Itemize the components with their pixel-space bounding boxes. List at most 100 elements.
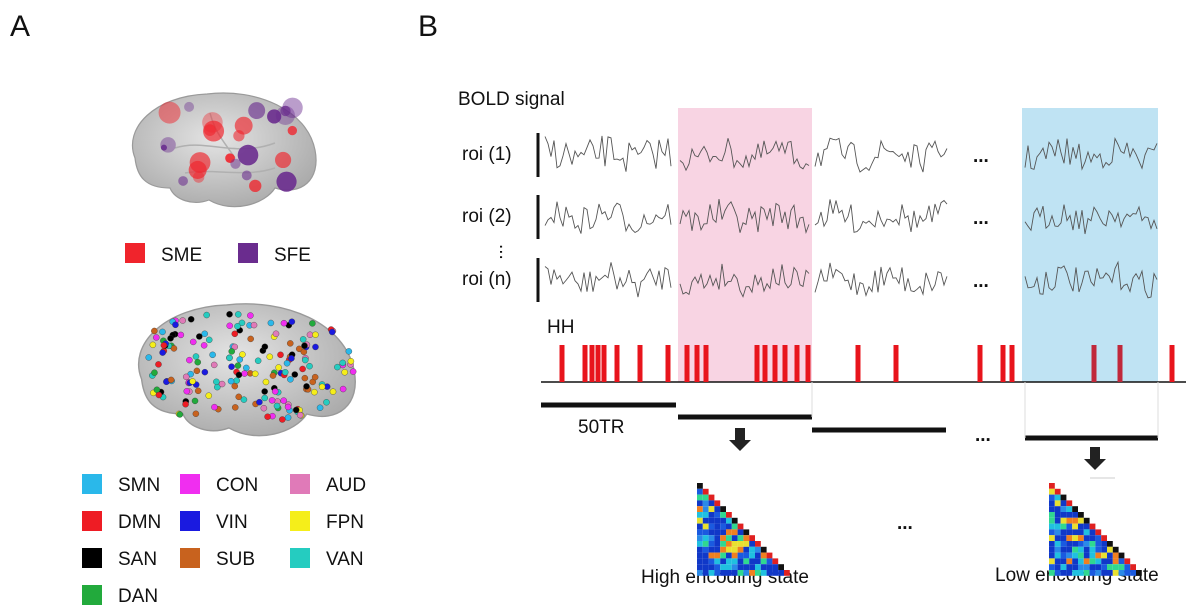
matrix-cell [760,570,767,576]
network-node [193,367,201,375]
event-spike [1169,345,1175,382]
network-node [260,405,268,412]
event-spike [684,345,690,382]
network-node [296,345,303,353]
matrix-cell [737,535,744,541]
network-node [210,361,218,369]
matrix-cell [720,529,726,536]
bold-signal [814,137,948,173]
bold-signal [679,199,810,235]
matrix-cell [1066,552,1073,559]
matrix-cell [1060,494,1067,501]
matrix-cell [755,552,761,559]
matrix-cell [1060,500,1067,507]
network-node [296,411,304,419]
matrix-cell [760,564,767,570]
matrix-cell [714,558,721,565]
vertical-dots: ... [495,244,516,260]
legend-label: SME [161,245,202,266]
matrix-cell [743,552,750,559]
network-node [240,396,248,403]
network-node [349,368,357,375]
matrix-cell [1078,512,1084,518]
matrix-cell [749,535,755,541]
network-node [238,319,246,327]
matrix-cell [1060,523,1067,530]
network-node [205,392,213,399]
matrix-cell [1066,541,1073,547]
matrix-cell [1049,523,1055,530]
network-node [227,377,235,385]
matrix-cell [778,564,784,570]
network-node [268,397,276,404]
panel-label: A [10,10,30,43]
network-node [153,334,160,341]
matrix-cell [737,541,744,547]
matrix-cell [1049,494,1055,501]
matrix-cell [1101,541,1107,547]
matrix-cell [743,541,750,547]
matrix-cell [1066,558,1073,565]
ellipsis: ... [973,271,989,292]
matrix-cell [1072,570,1078,576]
event-spike [893,345,899,382]
network-node [236,356,243,363]
network-node [201,368,209,376]
matrix-cell [1066,564,1073,570]
matrix-cell [720,535,726,541]
matrix-cell [708,500,715,507]
event-spike [703,345,709,382]
matrix-cell [702,546,709,553]
matrix-cell [708,494,715,501]
network-node [311,388,318,396]
matrix-cell [1072,529,1078,536]
matrix-cell [1083,564,1090,570]
network-node [243,364,250,372]
ellipsis: ... [975,425,991,446]
matrix-cell [772,558,779,565]
network-node [279,416,286,423]
network-node [226,311,233,318]
matrix-cell [1072,546,1078,553]
network-node [235,393,242,401]
event-spike [855,345,861,382]
legend-swatch [82,585,102,605]
network-node [299,365,306,373]
matrix-cell [1078,523,1084,530]
network-node [316,404,324,411]
matrix-cell [697,523,703,530]
network-node [155,361,162,368]
brain-effects [131,92,317,208]
matrix-cell [766,570,773,576]
matrix-cell [749,552,755,559]
matrix-cell [1060,552,1067,559]
matrix-cell [1095,541,1102,547]
matrix-cell [784,570,790,576]
matrix-cell [720,517,726,524]
matrix-cell [755,546,761,553]
region-sphere [248,102,266,120]
matrix-cell [1072,523,1078,530]
window-label: 50TR [578,417,624,438]
matrix-cell [720,506,726,512]
matrix-cell [1101,558,1107,565]
matrix-cell [1101,564,1107,570]
matrix-cell [1101,552,1107,559]
bold-signal [544,262,672,298]
network-node [231,343,238,351]
matrix-cell [1118,552,1125,559]
network-node [301,342,308,349]
network-node [172,321,179,329]
matrix-cell [720,523,726,530]
matrix-cell [1089,541,1096,547]
matrix-cell [1049,564,1055,570]
network-node [262,378,270,386]
matrix-cell [731,570,738,576]
matrix-cell [726,552,732,559]
bold-signal [679,263,810,298]
network-node [281,369,289,376]
matrix-cell [708,517,715,524]
matrix-cell [1060,541,1067,547]
region-sphere [275,105,295,125]
network-node [277,351,284,359]
